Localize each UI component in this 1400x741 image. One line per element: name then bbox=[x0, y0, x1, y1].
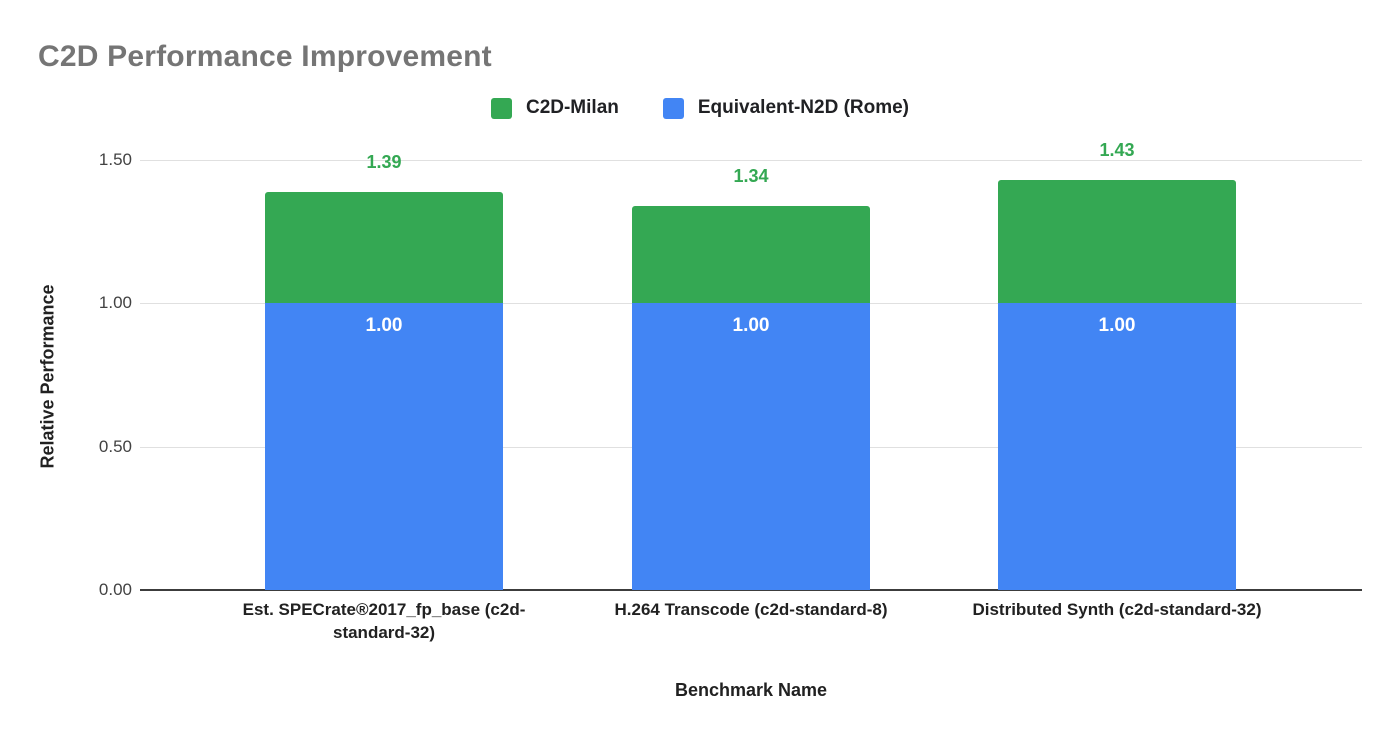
bar-equivalent-n2d-0[interactable] bbox=[265, 303, 503, 590]
y-tick-label-1.50: 1.50 bbox=[98, 150, 132, 169]
bar-value-label-rome-1: 1.00 bbox=[732, 315, 770, 337]
bar-value-label-milan-0: 1.39 bbox=[366, 151, 402, 172]
y-tick-label-0.50: 0.50 bbox=[98, 436, 132, 456]
legend: C2D-Milan Equivalent-N2D (Rome) bbox=[0, 97, 1400, 119]
bar-value-label-milan-2: 1.43 bbox=[1099, 140, 1135, 161]
x-axis-category-label-1: H.264 Transcode (c2d-standard-8) bbox=[614, 600, 888, 619]
gridline-1.50 bbox=[140, 160, 1362, 161]
y-tick-label-1.00: 1.00 bbox=[98, 293, 132, 313]
legend-label-c2d-milan: C2D-Milan bbox=[525, 97, 619, 118]
bar-c2d-milan-0[interactable] bbox=[265, 191, 503, 304]
chart-title: C2D Performance Improvement bbox=[38, 40, 492, 73]
bar-value-label-rome-2: 1.00 bbox=[1098, 315, 1136, 337]
legend-item-equivalent-n2d[interactable]: Equivalent-N2D (Rome) bbox=[662, 97, 910, 119]
x-axis-title: Benchmark Name bbox=[674, 680, 828, 700]
legend-swatch-green-icon bbox=[490, 97, 512, 119]
bar-equivalent-n2d-1[interactable] bbox=[632, 303, 870, 590]
legend-item-c2d-milan[interactable]: C2D-Milan bbox=[490, 97, 619, 119]
legend-swatch-blue-icon bbox=[662, 97, 684, 119]
x-axis-line bbox=[140, 589, 1362, 591]
bar-equivalent-n2d-2[interactable] bbox=[998, 303, 1236, 590]
x-axis-category-label-0: Est. SPECrate®2017_fp_base (c2d-standard… bbox=[242, 600, 526, 642]
bar-c2d-milan-1[interactable] bbox=[632, 205, 870, 304]
bar-value-label-rome-0: 1.00 bbox=[365, 315, 403, 337]
bar-value-label-milan-1: 1.34 bbox=[733, 165, 769, 186]
bar-c2d-milan-2[interactable] bbox=[998, 180, 1236, 304]
x-axis-category-label-2: Distributed Synth (c2d-standard-32) bbox=[972, 600, 1262, 619]
y-tick-label-0.00: 0.00 bbox=[98, 580, 132, 599]
legend-label-equivalent-n2d: Equivalent-N2D (Rome) bbox=[697, 97, 910, 118]
